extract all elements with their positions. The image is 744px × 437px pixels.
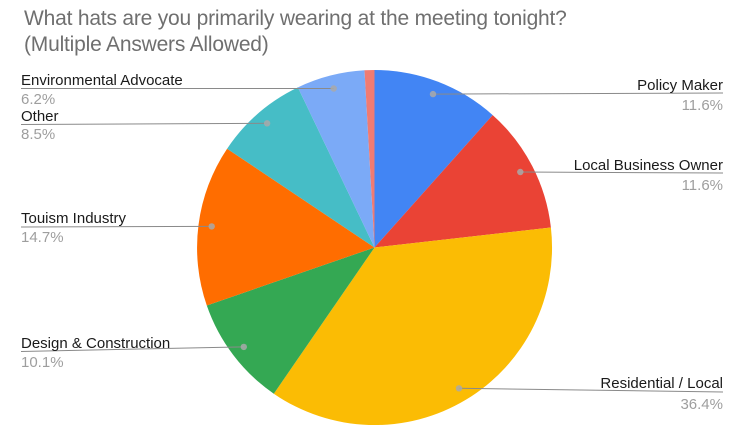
slice-percentage-touism-industry: 14.7% bbox=[21, 229, 64, 246]
slice-percentage-other: 8.5% bbox=[21, 126, 55, 143]
slice-label-local-business-owner: Local Business Owner bbox=[574, 157, 723, 174]
leader-dot-local-business-owner bbox=[517, 168, 524, 176]
pie-slice-unlabeled bbox=[364, 70, 375, 248]
chart-title-line1: What hats are you primarily wearing at t… bbox=[24, 7, 567, 30]
slice-label-design-construction: Design & Construction bbox=[21, 335, 170, 352]
leader-line-local-business-owner bbox=[520, 171, 724, 174]
pie-slice-local-business-owner bbox=[374, 115, 551, 248]
slice-label-residential-local: Residential / Local bbox=[600, 375, 723, 392]
pie-slice-other bbox=[227, 87, 375, 248]
leader-dot-residential-local bbox=[455, 385, 463, 392]
leader-dot-design-construction bbox=[240, 343, 247, 351]
slice-percentage-environmental-advocate: 6.2% bbox=[21, 91, 55, 108]
slice-label-environmental-advocate: Environmental Advocate bbox=[21, 72, 183, 89]
leader-dot-other bbox=[263, 120, 271, 127]
leader-dot-policy-maker bbox=[429, 90, 437, 98]
slice-label-touism-industry: Touism Industry bbox=[21, 210, 127, 227]
pie-slice-policy-maker bbox=[374, 70, 493, 248]
slice-label-policy-maker: Policy Maker bbox=[637, 77, 723, 94]
slice-percentage-local-business-owner: 11.6% bbox=[682, 177, 723, 194]
chart-title-line2: (Multiple Answers Allowed) bbox=[24, 33, 269, 56]
slice-percentage-policy-maker: 11.6% bbox=[682, 97, 723, 114]
chart-title: What hats are you primarily wearing at t… bbox=[24, 6, 567, 58]
slice-percentage-design-construction: 10.1% bbox=[21, 354, 64, 371]
leader-dot-touism-industry bbox=[208, 223, 215, 230]
pie-slice-residential-local bbox=[273, 227, 553, 426]
leader-line-residential-local bbox=[458, 387, 724, 393]
leader-dot-environmental-advocate bbox=[330, 85, 337, 92]
pie-slice-design-construction bbox=[206, 247, 375, 394]
leader-line-policy-maker bbox=[432, 92, 724, 95]
slice-label-other: Other bbox=[21, 108, 59, 125]
pie-slice-environmental-advocate bbox=[297, 70, 375, 248]
leader-line-design-construction bbox=[20, 346, 244, 352]
slice-percentage-residential-local: 36.4% bbox=[680, 396, 723, 413]
pie-slice-touism-industry bbox=[197, 148, 375, 306]
leader-line-other bbox=[20, 122, 268, 125]
leader-line-touism-industry bbox=[20, 225, 212, 228]
